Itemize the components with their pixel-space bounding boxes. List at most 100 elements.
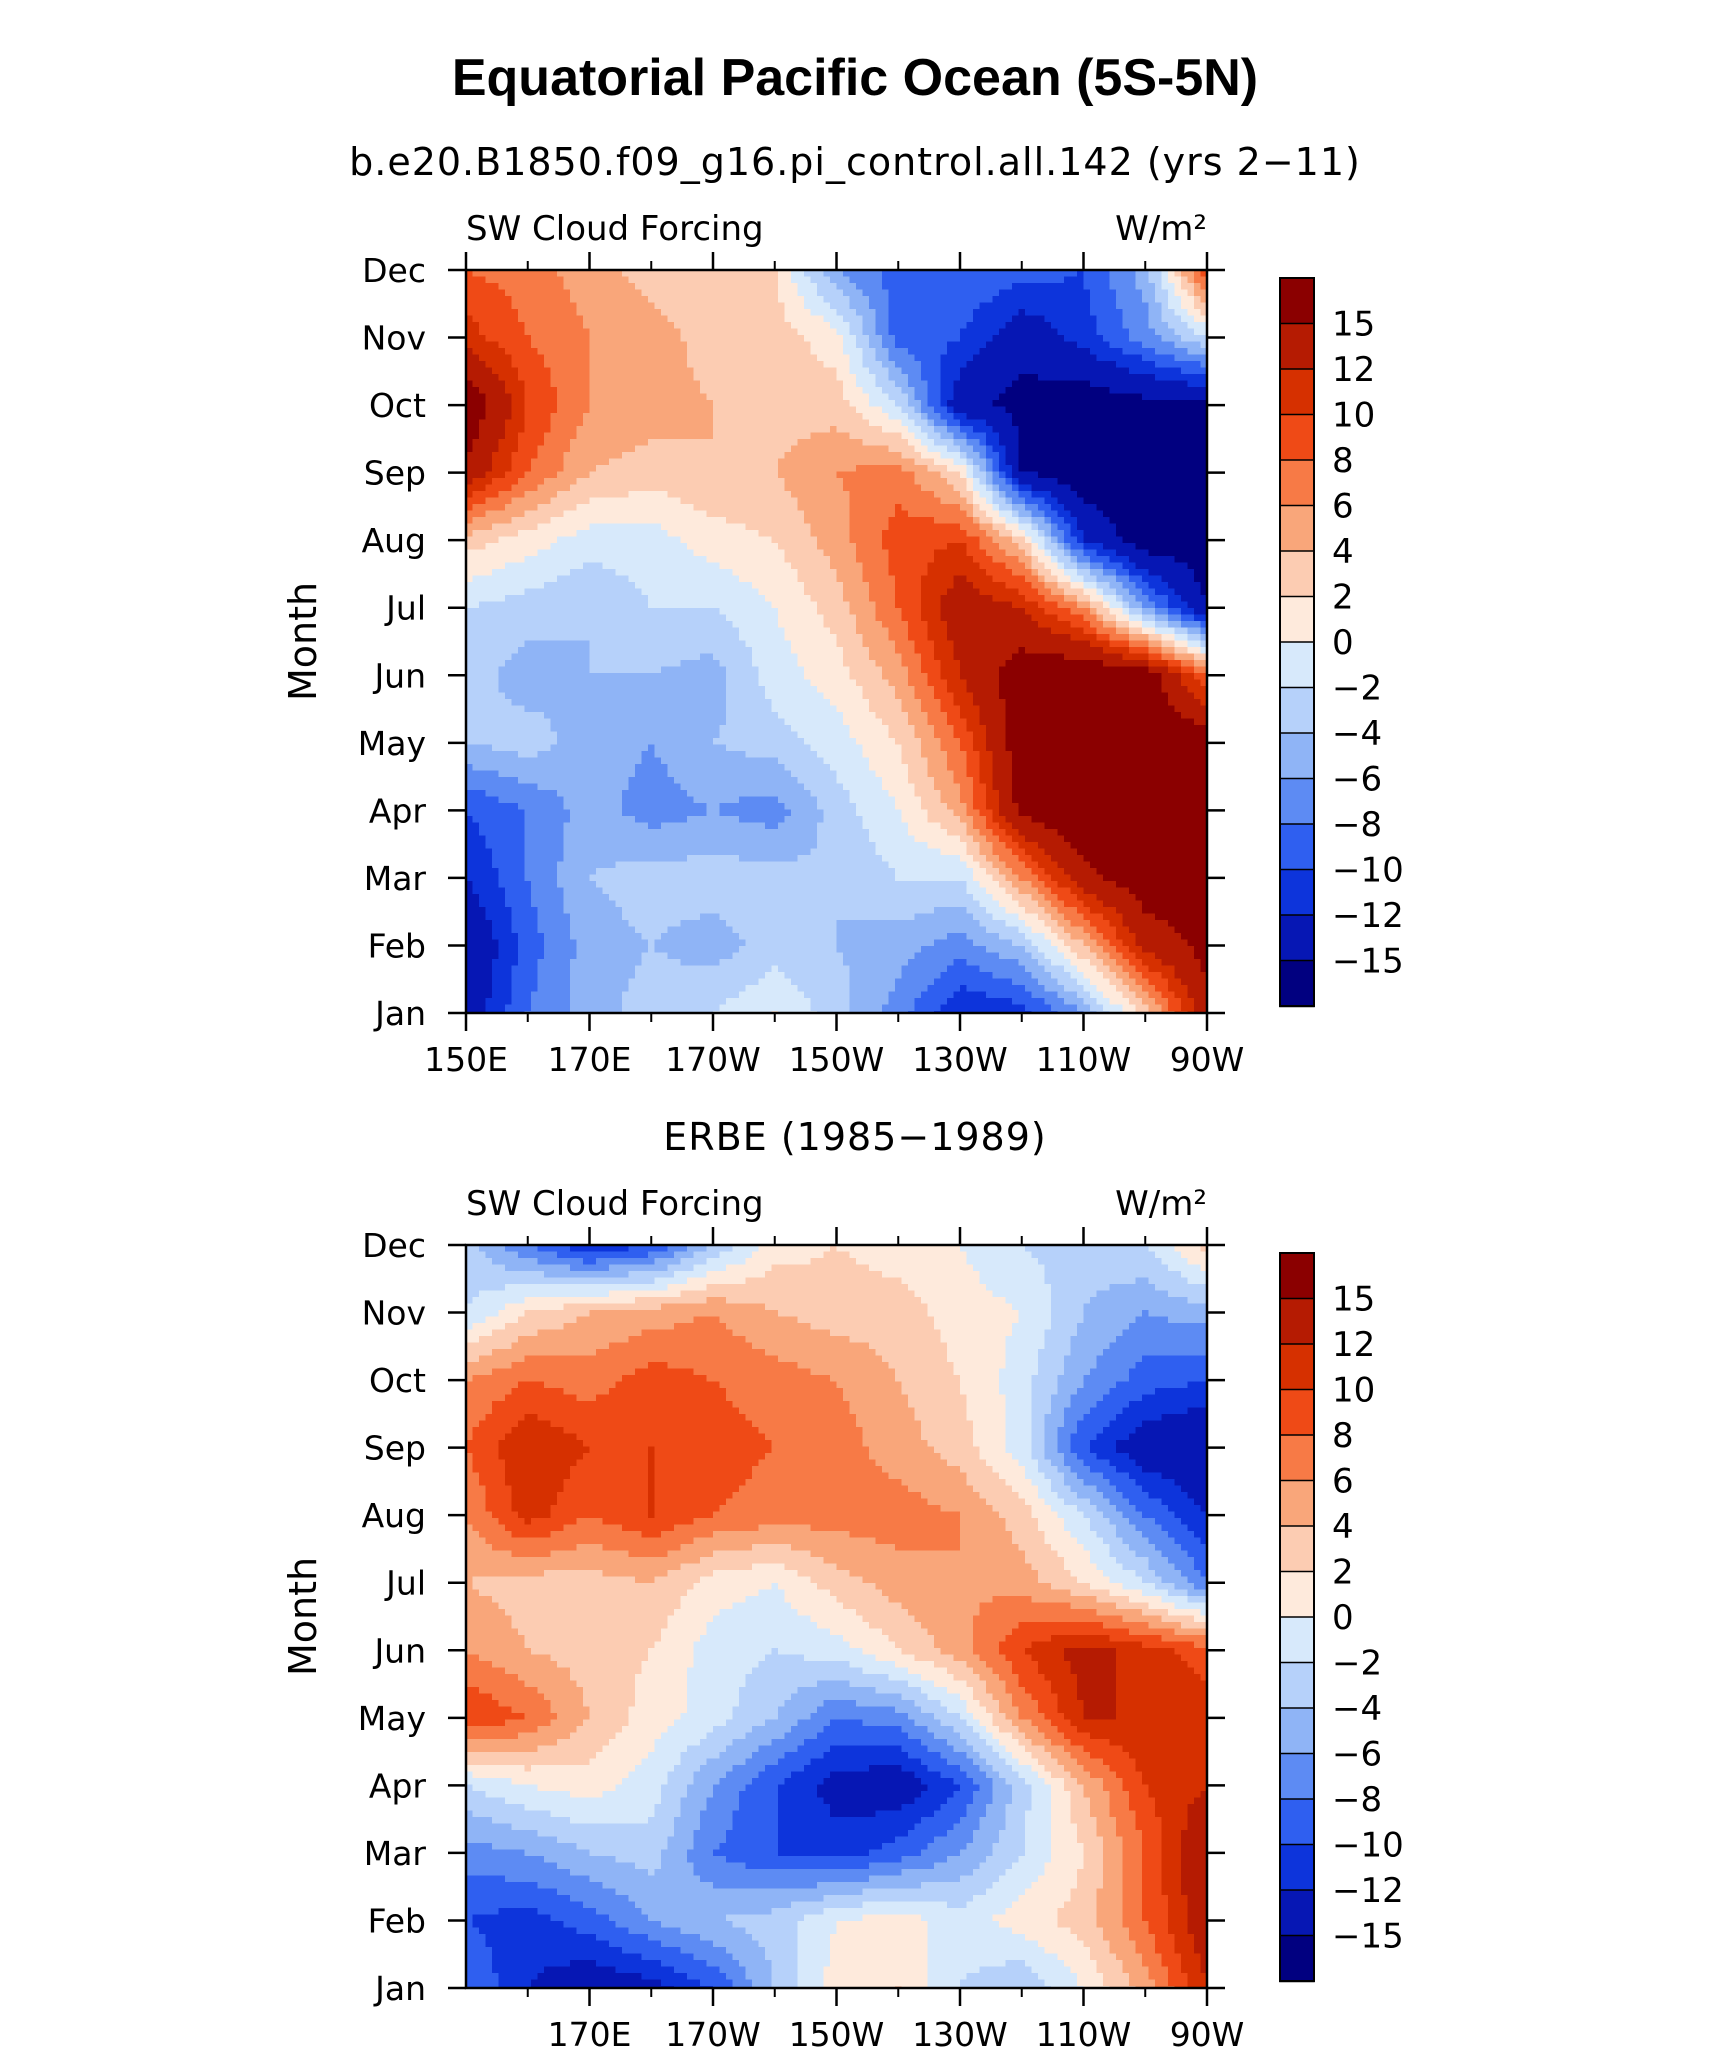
contour-cell	[726, 432, 734, 440]
contour-cell	[810, 296, 818, 304]
contour-cell	[576, 491, 584, 499]
contour-cell	[778, 374, 786, 382]
contour-cell	[1142, 380, 1150, 388]
contour-cell	[778, 302, 786, 310]
contour-cell	[609, 491, 617, 499]
contour-cell	[472, 296, 480, 304]
contour-cell	[680, 387, 688, 395]
contour-cell	[524, 439, 532, 447]
contour-cell	[654, 536, 662, 544]
contour-cell	[901, 335, 909, 343]
contour-cell	[810, 523, 818, 531]
contour-cell	[635, 484, 643, 492]
contour-cell	[1155, 536, 1163, 544]
contour-cell	[596, 413, 604, 421]
contour-cell	[1109, 335, 1117, 343]
contour-cell	[674, 367, 682, 375]
contour-cell	[882, 276, 890, 284]
contour-cell	[505, 302, 513, 310]
contour-cell	[771, 387, 779, 395]
contour-cell	[856, 296, 864, 304]
contour-cell	[940, 341, 948, 349]
contour-cell	[797, 283, 805, 291]
contour-cell	[1174, 432, 1182, 440]
contour-cell	[934, 367, 942, 375]
contour-cell	[752, 491, 760, 499]
contour-cell	[498, 322, 506, 330]
contour-cell	[661, 426, 669, 434]
contour-cell	[797, 354, 805, 362]
contour-cell	[706, 387, 714, 395]
contour-cell	[927, 445, 935, 453]
contour-cell	[908, 367, 916, 375]
contour-cell	[1038, 309, 1046, 317]
contour-cell	[1109, 413, 1117, 421]
contour-cell	[492, 504, 500, 512]
contour-cell	[856, 510, 864, 518]
contour-cell	[596, 497, 604, 505]
contour-cell	[895, 458, 903, 466]
contour-cell	[986, 523, 994, 531]
contour-cell	[1142, 374, 1150, 382]
contour-cell	[485, 478, 493, 486]
contour-cell	[960, 497, 968, 505]
contour-cell	[1077, 517, 1085, 525]
contour-cell	[596, 309, 604, 317]
contour-cell	[1148, 406, 1156, 414]
contour-cell	[1168, 471, 1176, 479]
contour-cell	[843, 439, 851, 447]
contour-cell	[979, 289, 987, 297]
contour-cell	[1168, 517, 1176, 525]
contour-cell	[732, 348, 740, 356]
contour-cell	[732, 393, 740, 401]
contour-cell	[869, 530, 877, 538]
contour-cell	[960, 400, 968, 408]
contour-cell	[1005, 439, 1013, 447]
contour-cell	[921, 549, 929, 557]
contour-cell	[732, 471, 740, 479]
contour-cell	[1142, 400, 1150, 408]
contour-cell	[485, 309, 493, 317]
contour-cell	[986, 374, 994, 382]
contour-cell	[810, 549, 818, 557]
contour-cell	[550, 276, 558, 284]
contour-cell	[570, 484, 578, 492]
contour-cell	[466, 549, 474, 557]
contour-cell	[1168, 491, 1176, 499]
contour-cell	[966, 328, 974, 336]
contour-cell	[1103, 341, 1111, 349]
contour-cell	[472, 439, 480, 447]
contour-cell	[726, 367, 734, 375]
contour-cell	[947, 315, 955, 323]
contour-cell	[947, 374, 955, 382]
contour-cell	[479, 471, 487, 479]
contour-cell	[1038, 283, 1046, 291]
contour-cell	[992, 413, 1000, 421]
contour-cell	[609, 328, 617, 336]
contour-cell	[485, 406, 493, 414]
contour-cell	[875, 302, 883, 310]
contour-cell	[1135, 426, 1143, 434]
contour-cell	[700, 465, 708, 473]
contour-cell	[1018, 478, 1026, 486]
contour-cell	[973, 283, 981, 291]
contour-cell	[693, 439, 701, 447]
contour-cell	[524, 445, 532, 453]
contour-cell	[492, 452, 500, 460]
contour-cell	[1096, 354, 1104, 362]
contour-cell	[635, 302, 643, 310]
contour-cell	[693, 367, 701, 375]
contour-cell	[1148, 315, 1156, 323]
contour-cell	[472, 328, 480, 336]
contour-cell	[830, 517, 838, 525]
contour-cell	[1161, 478, 1169, 486]
contour-cell	[797, 270, 805, 278]
contour-cell	[1187, 341, 1195, 349]
contour-cell	[856, 419, 864, 427]
contour-cell	[1142, 335, 1150, 343]
contour-cell	[1096, 523, 1104, 531]
contour-cell	[797, 484, 805, 492]
contour-cell	[537, 517, 545, 525]
contour-cell	[505, 452, 513, 460]
contour-cell	[999, 276, 1007, 284]
